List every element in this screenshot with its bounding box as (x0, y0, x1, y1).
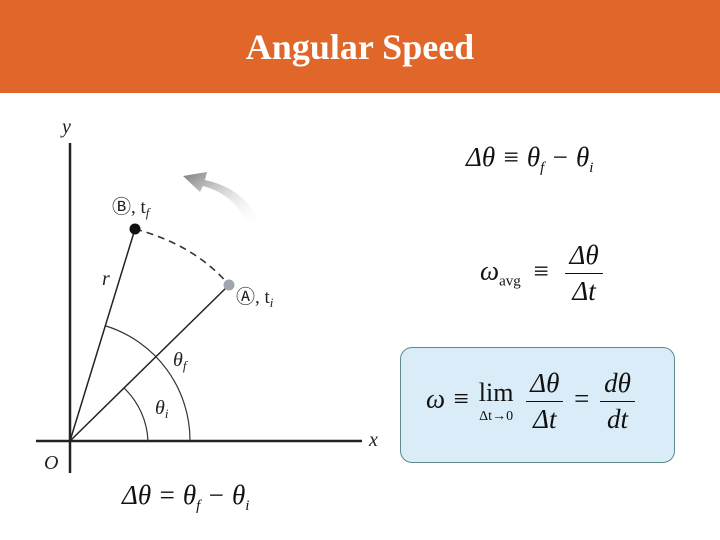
theta-i-arc (123, 387, 149, 442)
point-A (223, 279, 235, 291)
rotation-arrow-icon (183, 172, 258, 226)
point-B (129, 223, 141, 235)
eq3-equals: = (574, 383, 590, 414)
theta-f-label: θf (173, 349, 189, 373)
radius-to-B (69, 228, 136, 442)
radius-label: r (102, 268, 110, 290)
eq4-sub-f: f (196, 498, 201, 514)
eq2-numerator: Δθ (569, 240, 599, 270)
instantaneous-angular-speed-equation: ω ≡ lim Δt→0 Δθ Δt = dθ dt (426, 368, 639, 435)
eq3-lim-subscript: Δt→0 (479, 408, 514, 424)
eq2-sub-avg: avg (499, 273, 521, 290)
eq4-sub-i: i (245, 498, 250, 514)
average-angular-speed-equation: ωavg ≡ Δθ Δt (480, 240, 607, 307)
eq1-sub-f: f (540, 160, 545, 176)
eq3-frac1-numerator: Δθ (530, 368, 560, 398)
theta-f-subscript: f (183, 358, 189, 373)
eq1-lhs: Δθ ≡ θ (466, 142, 541, 172)
point-B-text: Ⓑ, t (112, 196, 147, 218)
eq2-fraction: Δθ Δt (565, 240, 603, 307)
eq2-operator: ≡ (533, 255, 549, 286)
origin-label: O (44, 452, 58, 474)
radius-to-A (69, 284, 230, 442)
eq3-frac2-denominator: dt (600, 401, 635, 435)
eq3-frac1-denominator: Δt (526, 401, 564, 435)
point-A-label: Ⓐ, ti (236, 286, 274, 310)
eq4-lhs: Δθ = θ (122, 480, 197, 510)
instantaneous-speed-box (400, 347, 675, 463)
theta-f-text: θ (173, 349, 183, 371)
slide-title: Angular Speed (245, 26, 475, 67)
eq4-mid: − θ (200, 480, 246, 510)
theta-f-arc (105, 325, 191, 442)
point-A-text: Ⓐ, t (236, 286, 271, 308)
eq3-fraction-1: Δθ Δt (526, 368, 564, 435)
eq3-fraction-2: dθ dt (600, 368, 635, 435)
theta-i-text: θ (155, 397, 165, 419)
x-axis-label: x (368, 429, 378, 451)
angular-displacement-definition: Δθ ≡ θf − θi (466, 142, 593, 177)
dashed-arc-path (134, 228, 230, 286)
eq2-omega: ω (480, 255, 500, 286)
theta-i-label: θi (155, 397, 169, 421)
eq2-denominator: Δt (565, 273, 603, 307)
eq3-lim-text: lim (478, 377, 514, 407)
eq3-frac2-numerator: dθ (604, 368, 631, 398)
eq3-limit: lim Δt→0 (478, 377, 514, 424)
title-bar: Angular Speed (0, 0, 720, 93)
eq3-lhs: ω ≡ (426, 383, 471, 414)
point-A-subscript: i (270, 295, 274, 310)
point-B-label: Ⓑ, tf (112, 196, 152, 220)
y-axis-label: y (60, 116, 71, 138)
angular-position-diagram: y x O r Ⓑ, tf Ⓐ, ti θf θi (36, 116, 378, 474)
eq1-mid: − θ (544, 142, 590, 172)
point-B-subscript: f (146, 205, 152, 220)
eq1-sub-i: i (589, 160, 594, 176)
theta-i-subscript: i (165, 406, 169, 421)
angular-displacement-equation: Δθ = θf − θi (122, 480, 249, 515)
